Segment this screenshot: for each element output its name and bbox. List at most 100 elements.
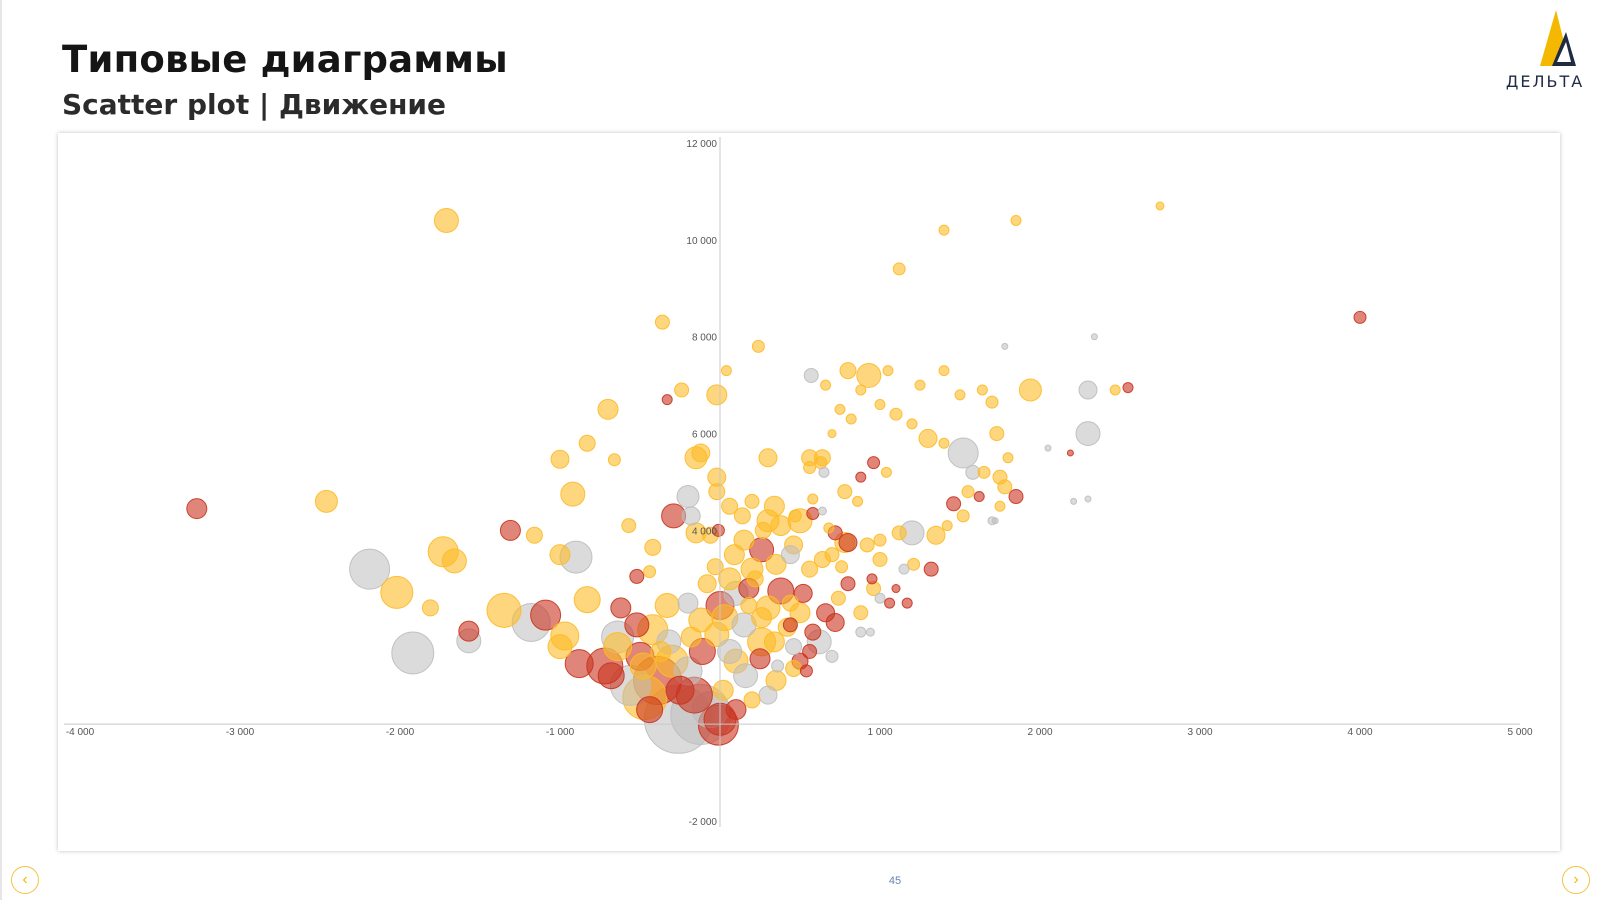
scatter-point [349,548,391,590]
scatter-point [803,460,817,474]
scatter-point [892,262,906,276]
scatter-point [997,479,1013,495]
scatter-point [1044,444,1052,452]
scatter-point [785,638,803,656]
scatter-point [680,626,702,648]
scatter-point [1008,489,1024,505]
scatter-point [827,429,837,439]
scatter-point [989,426,1005,442]
scatter-point [733,507,751,525]
scatter-point [834,403,846,415]
scatter-point [806,506,820,520]
scatter-point [820,379,832,391]
prev-slide-button[interactable]: ‹ [11,866,39,894]
scatter-point [186,498,208,520]
scatter-point [807,493,819,505]
scatter-point [818,466,830,478]
scatter-point [765,553,787,575]
y-tick-labels: -2 000 4 000 6 000 8 000 10 000 12 000 [686,139,717,828]
scatter-point [941,520,953,532]
scatter-point [654,592,680,618]
x-tick-label: 4 000 [1347,727,1372,738]
scatter-point [837,484,853,500]
scatter-point [718,567,742,591]
scatter-point [770,515,792,537]
scatter-point [421,599,439,617]
scatter-point [550,449,570,469]
scatter-point [433,207,459,233]
scatter-point [740,596,758,614]
scatter-point [825,649,839,663]
scatter-point [845,413,857,425]
scatter-point [1109,384,1121,396]
chevron-right-icon: › [1573,871,1579,888]
scatter-point [1155,201,1165,211]
delta-logo-icon [1540,10,1576,66]
scatter-point [873,533,887,547]
next-slide-button[interactable]: › [1562,866,1590,894]
scatter-point [835,560,849,574]
scatter-point [771,659,785,673]
scatter-point [717,639,743,664]
scatter-point [697,574,717,594]
scatter-point [733,529,755,551]
scatter-point [751,339,765,353]
scatter-point [839,362,857,380]
scatter-point [799,664,813,678]
scatter-point [661,394,673,406]
scatter-point [578,434,596,452]
scatter-point [801,560,819,578]
scatter-point [994,500,1006,512]
scatter-point [706,558,724,576]
scatter-point [938,437,950,449]
scatter-point [744,493,760,509]
scatter-point [723,544,745,566]
scatter-point [1070,497,1078,505]
scatter-point [391,631,435,675]
scatter-point [782,617,798,633]
logo-inner-cutout [1557,42,1571,62]
scatter-point [954,389,966,401]
page-left-edge [0,0,2,900]
scatter-point [874,592,886,604]
scatter-point [603,632,633,662]
page-title: Типовые диаграммы [62,38,508,81]
scatter-point [1122,382,1134,394]
page-subtitle: Scatter plot | Движение [62,88,447,121]
x-tick-label: 1 000 [867,727,892,738]
scatter-point [743,691,761,709]
scatter-point [708,483,726,501]
y-tick-label: 8 000 [692,333,717,344]
scatter-point [733,663,759,689]
scatter-point [712,679,734,701]
scatter-point [1066,449,1074,457]
scatter-point [956,509,970,523]
scatter-point [838,533,858,553]
chart-card: -4 000 -3 000 -2 000 -1 000 1 000 2 000 3 000 4… [58,133,1560,851]
scatter-point [643,565,657,579]
scatter-point [825,612,845,632]
scatter-point [725,699,747,721]
scatter-point [530,599,562,631]
scatter-point [788,509,802,523]
scatter-point [636,696,664,724]
scatter-point [573,586,601,614]
scatter-point [547,634,573,660]
scatter-point [853,605,869,621]
scatter-point [749,648,771,670]
scatter-point [855,384,867,396]
scatter-point [824,547,840,563]
scatter-point [938,365,950,377]
scatter-point [923,561,939,577]
scatter-point [781,594,799,612]
scatter-point [629,568,645,584]
scatter-point [677,592,699,614]
scatter-point [1090,333,1098,341]
scatter-point [793,583,813,603]
scatter-point [674,382,690,398]
points-layer [186,201,1367,754]
scatter-point [650,641,672,662]
scatter-point [859,537,875,553]
y-tick-label: 12 000 [686,139,717,150]
scatter-point [1002,452,1014,464]
